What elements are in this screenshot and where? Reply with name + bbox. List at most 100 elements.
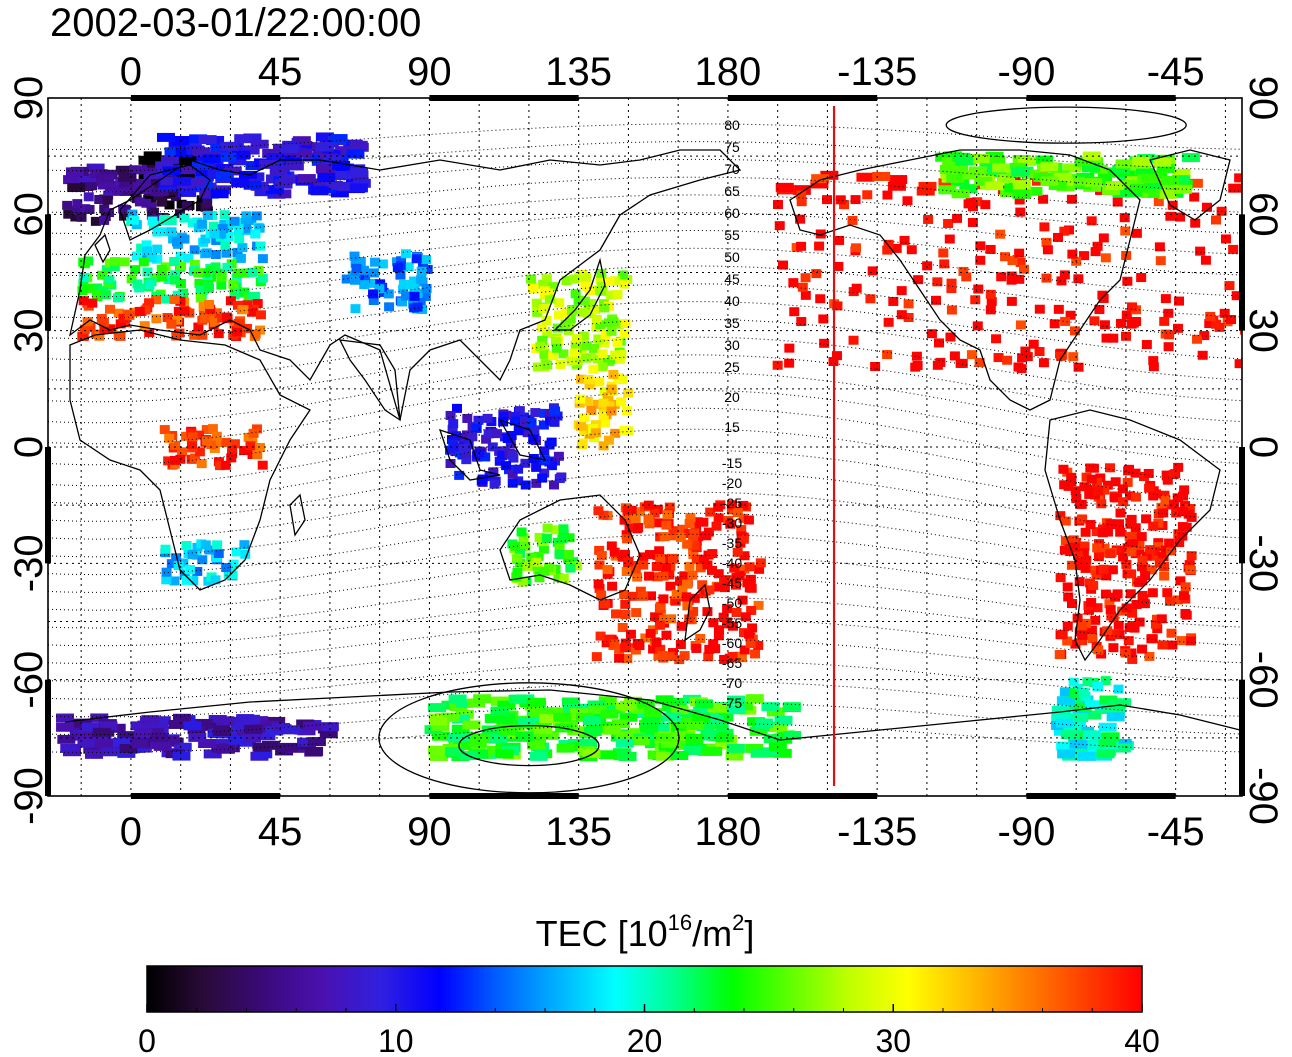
- tec-cell: [1091, 478, 1102, 488]
- tec-cell: [1140, 564, 1151, 574]
- tec-cell: [610, 276, 621, 286]
- contour-label: 65: [724, 183, 740, 199]
- tec-cell: [597, 349, 608, 359]
- tec-cell: [231, 547, 242, 557]
- tec-cell: [445, 445, 456, 455]
- tec-cell: [1014, 195, 1025, 205]
- tec-cell: [603, 392, 614, 402]
- tec-cell: [632, 572, 643, 582]
- tec-cell: [335, 146, 354, 156]
- tec-cell: [420, 292, 431, 302]
- tec-cell: [216, 229, 227, 239]
- tec-cell: [209, 229, 220, 239]
- tec-cell: [473, 694, 492, 704]
- tec-cell: [1118, 552, 1129, 562]
- tec-cell: [1200, 255, 1211, 265]
- tec-cell: [819, 338, 830, 348]
- tec-cell: [598, 411, 609, 421]
- tec-cell: [619, 329, 630, 339]
- tec-cell: [1127, 539, 1138, 549]
- tec-cell: [214, 461, 225, 471]
- tec-cell: [1137, 555, 1148, 565]
- tec-cell: [429, 751, 448, 761]
- tec-cell: [1110, 592, 1121, 602]
- tec-cell: [687, 570, 698, 580]
- tec-cell: [1109, 630, 1120, 640]
- tec-cell: [232, 268, 243, 278]
- tec-cell: [231, 729, 250, 739]
- tec-cell: [604, 355, 615, 365]
- tec-cell: [619, 643, 630, 653]
- tec-cell: [1051, 714, 1070, 724]
- tec-cell: [514, 548, 525, 558]
- tec-cell: [1141, 340, 1152, 350]
- contour-label: 30: [724, 337, 740, 353]
- tec-cell: [612, 337, 623, 347]
- tec-cell: [1110, 477, 1121, 487]
- tec-cell: [156, 132, 175, 142]
- tec-cell: [985, 244, 996, 254]
- tec-cell: [593, 579, 604, 589]
- tec-cell: [1060, 516, 1071, 526]
- tec-cell: [600, 329, 611, 339]
- tec-cell: [591, 652, 602, 662]
- tec-cell: [851, 243, 862, 253]
- tec-cell: [688, 535, 699, 545]
- tec-cell: [1131, 228, 1142, 238]
- tec-cell: [172, 176, 191, 186]
- tec-cell: [297, 174, 316, 184]
- tec-cell: [649, 508, 660, 518]
- tec-cell: [1108, 333, 1119, 343]
- tec-cell: [550, 406, 561, 416]
- tec-cell: [882, 350, 893, 360]
- tec-cell: [257, 731, 276, 741]
- tec-cell: [227, 570, 238, 580]
- tec-cell: [971, 153, 990, 163]
- tec-cell: [161, 735, 180, 745]
- tec-cell: [1167, 640, 1178, 650]
- tec-cell: [935, 152, 954, 162]
- tec-cell: [789, 307, 800, 317]
- tec-cell: [611, 719, 630, 729]
- tec-cell: [1219, 308, 1230, 318]
- tec-cell: [641, 717, 660, 727]
- tec-cell: [615, 738, 634, 748]
- tec-cell: [883, 239, 894, 249]
- lat-tick-label-right: -60: [1241, 651, 1285, 709]
- tec-cell: [170, 275, 181, 285]
- tec-cell: [89, 169, 108, 179]
- tec-cell: [173, 713, 192, 723]
- tec-cell: [1108, 613, 1119, 623]
- tec-cell: [514, 406, 525, 416]
- tec-cell: [684, 519, 695, 529]
- tec-cell: [254, 749, 273, 759]
- tec-cell: [622, 275, 633, 285]
- tec-cell: [164, 147, 183, 157]
- tec-cell: [529, 751, 548, 761]
- tec-cell: [1117, 170, 1136, 180]
- tec-cell: [974, 176, 993, 186]
- tec-cell: [1181, 153, 1200, 163]
- tec-cell: [966, 350, 977, 360]
- tec-cell: [163, 274, 174, 284]
- colorbar-tick-label: 0: [138, 1023, 156, 1057]
- tec-cell: [189, 259, 200, 269]
- tec-cell: [522, 561, 533, 571]
- tec-cell: [1141, 173, 1160, 183]
- tec-cell: [1060, 536, 1071, 546]
- tec-cell: [191, 160, 210, 170]
- tec-cell: [981, 164, 1000, 174]
- tec-cell: [189, 453, 200, 463]
- tec-cell: [739, 645, 750, 655]
- tec-cell: [384, 302, 395, 312]
- tec-cell: [253, 265, 264, 275]
- tec-cell: [549, 480, 560, 490]
- tec-cell: [598, 696, 617, 706]
- tec-cell: [616, 349, 627, 359]
- tec-cell: [517, 577, 528, 587]
- tec-cell: [78, 279, 89, 289]
- tec-cell: [820, 170, 839, 180]
- tec-cell: [1081, 472, 1092, 482]
- tec-cell: [1228, 183, 1242, 193]
- tec-cell: [233, 318, 244, 328]
